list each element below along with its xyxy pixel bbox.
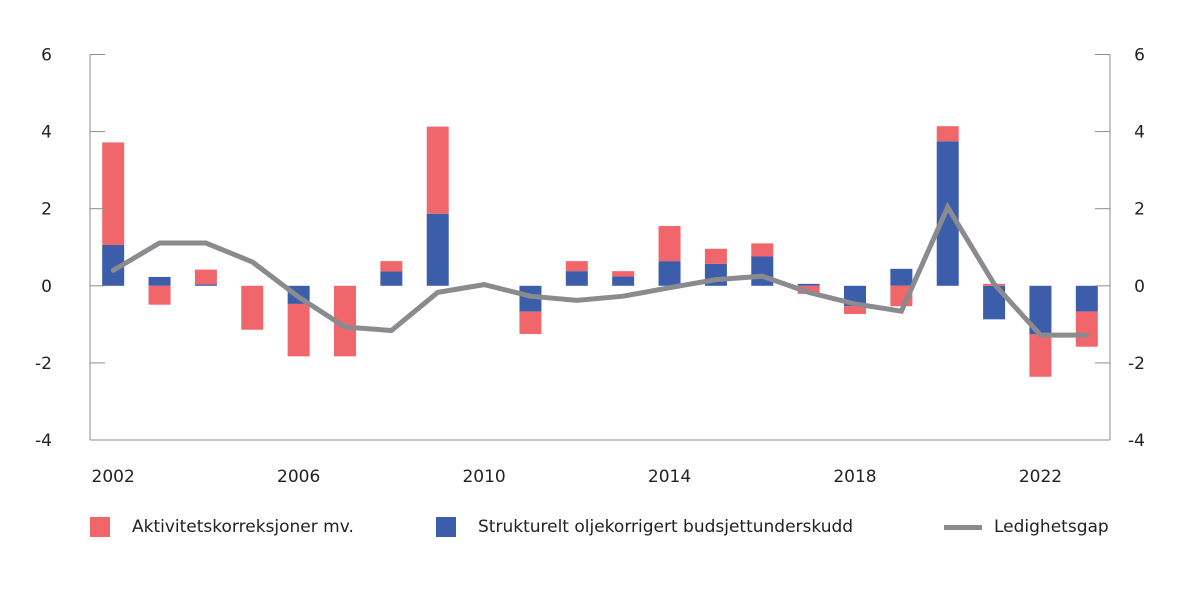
bar-strukturelt-2014 <box>658 261 681 286</box>
bar-strukturelt-2019 <box>890 268 913 286</box>
right-tick-label: 4 <box>1134 123 1145 143</box>
bar-strukturelt-2023 <box>1075 285 1098 312</box>
legend-label: Ledighetsgap <box>994 517 1109 537</box>
x-tick-label: 2014 <box>648 467 691 487</box>
bar-aktivitet-2003 <box>148 285 171 305</box>
left-axis-ticks: 6 4 2 0 -2 -4 <box>35 46 105 451</box>
bar-aktivitet-2011 <box>519 311 542 334</box>
left-tick-label: 6 <box>41 46 52 66</box>
bar-strukturelt-2017 <box>797 283 820 286</box>
bar-aktivitet-2005 <box>241 285 264 330</box>
bar-strukturelt-2009 <box>426 213 449 286</box>
bar-aktivitet-2022 <box>1029 334 1052 377</box>
x-tick-label: 2018 <box>833 467 876 487</box>
axes <box>89 54 1111 441</box>
bar-aktivitet-2023 <box>1075 311 1098 347</box>
left-tick-label: 0 <box>41 277 52 297</box>
x-axis-ticks: 2002 2006 2010 2014 2018 2022 <box>92 467 1063 487</box>
left-tick-label: -4 <box>35 431 52 451</box>
bar-strukturelt-2013 <box>612 276 635 286</box>
legend-label: Strukturelt oljekorrigert budsjettunders… <box>478 517 854 537</box>
bar-aktivitet-2007 <box>334 285 356 357</box>
bar-strukturelt-2021 <box>983 285 1006 320</box>
line-series <box>110 201 1090 338</box>
bar-aktivitet-2020 <box>936 126 959 142</box>
left-tick-label: -2 <box>35 354 52 374</box>
legend-label: Aktivitetskorreksjoner mv. <box>132 517 354 537</box>
legend-swatch-blue <box>436 517 456 537</box>
x-tick-label: 2002 <box>92 467 135 487</box>
bar-aktivitet-2002 <box>102 142 125 245</box>
right-tick-label: -4 <box>1128 431 1145 451</box>
right-tick-label: 0 <box>1134 277 1145 297</box>
legend-line-gray <box>944 525 982 530</box>
bar-aktivitet-2006 <box>287 303 310 357</box>
bar-aktivitet-2014 <box>658 226 681 262</box>
bar-strukturelt-2022 <box>1029 285 1052 335</box>
bar-aktivitet-2018 <box>844 306 866 314</box>
right-tick-label: 2 <box>1134 200 1145 220</box>
left-tick-label: 4 <box>41 123 52 143</box>
bar-strukturelt-2012 <box>565 271 588 286</box>
bar-aktivitet-2016 <box>751 243 774 257</box>
x-tick-label: 2010 <box>462 467 505 487</box>
x-tick-label: 2022 <box>1019 467 1062 487</box>
right-tick-label: 6 <box>1134 46 1145 66</box>
bar-aktivitet-2009 <box>426 126 449 214</box>
line-ledighetsgap <box>110 201 1090 338</box>
legend-item-ledighetsgap: Ledighetsgap <box>944 510 1109 544</box>
right-axis-ticks: 6 4 2 0 -2 -4 <box>1095 46 1145 451</box>
bar-aktivitet-2013 <box>612 271 635 277</box>
bar-aktivitet-2004 <box>194 269 217 285</box>
bar-strukturelt-2004 <box>194 284 217 286</box>
right-tick-label: -2 <box>1128 354 1145 374</box>
bars <box>102 126 1098 377</box>
bar-aktivitet-2012 <box>565 261 588 272</box>
bar-strukturelt-2002 <box>102 244 125 286</box>
legend-item-aktivitetskorreksjoner: Aktivitetskorreksjoner mv. <box>90 510 354 544</box>
bar-strukturelt-2003 <box>148 276 171 286</box>
legend-item-strukturelt: Strukturelt oljekorrigert budsjettunders… <box>436 510 853 544</box>
legend-swatch-red <box>90 517 110 537</box>
bar-aktivitet-2015 <box>704 248 727 264</box>
legend: Aktivitetskorreksjoner mv. Strukturelt o… <box>0 510 1200 544</box>
bar-strukturelt-2008 <box>380 271 403 286</box>
left-tick-label: 2 <box>41 200 52 220</box>
x-tick-label: 2006 <box>277 467 320 487</box>
bar-strukturelt-2020 <box>936 141 959 286</box>
bar-aktivitet-2008 <box>380 261 403 272</box>
